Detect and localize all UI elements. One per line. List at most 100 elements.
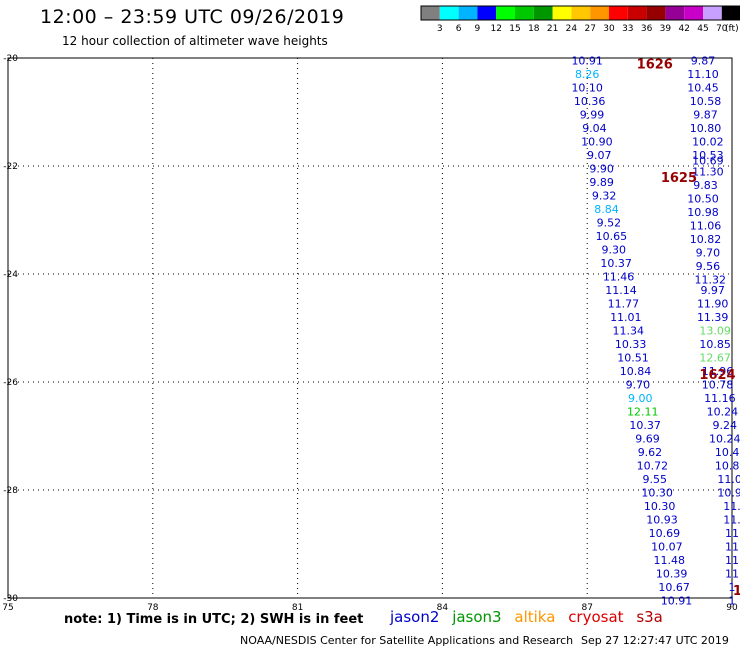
wave-height-point: 11	[725, 554, 739, 567]
wave-height-point: 10.33	[615, 338, 647, 351]
colorbar-swatch	[552, 6, 572, 20]
y-tick-label: -20	[3, 54, 18, 64]
wave-height-point: 10.8	[715, 460, 740, 473]
wave-height-point: 12.11	[627, 406, 659, 419]
wave-height-point: 10.24	[707, 406, 739, 419]
wave-height-point: 10.45	[687, 82, 719, 95]
wave-height-point: 8.84	[594, 203, 619, 216]
colorbar-swatch	[477, 6, 497, 20]
colorbar-label: 3	[437, 24, 443, 34]
wave-height-point: 11.30	[692, 165, 724, 178]
wave-height-point: 10.51	[617, 352, 649, 365]
wave-height-point: 8.26	[575, 68, 600, 81]
wave-height-point: 11.39	[697, 311, 729, 324]
legend-jason2: jason2	[390, 608, 440, 626]
wave-height-point: 11.46	[603, 271, 635, 284]
colorbar-label: 30	[603, 24, 615, 34]
colorbar-swatch	[496, 6, 515, 20]
wave-height-point: 10.82	[690, 233, 722, 246]
wave-height-point: 9.24	[713, 419, 738, 432]
wave-height-point: 11.34	[612, 325, 644, 338]
wave-height-point: 10.85	[699, 338, 731, 351]
credit-text: NOAA/NESDIS Center for Satellite Applica…	[240, 634, 574, 647]
timestamp: Sep 27 12:27:47 UTC 2019	[581, 634, 729, 647]
x-tick-label: 78	[147, 603, 159, 613]
wave-height-point: 9.87	[691, 55, 716, 68]
wave-height-point: 11.90	[697, 298, 729, 311]
wave-height-point: 10.37	[600, 257, 632, 270]
wave-height-point: 9.70	[626, 379, 651, 392]
satellite-legend: jason2 jason3 altika cryosat s3a	[390, 608, 671, 626]
wave-height-point: 9.89	[589, 176, 614, 189]
wave-height-point: 10.91	[661, 595, 693, 608]
colorbar-swatch	[703, 6, 722, 20]
wave-height-point: 9.83	[693, 179, 718, 192]
wave-height-point: 11	[725, 527, 739, 540]
wave-height-point: 1	[729, 581, 736, 594]
wave-height-point: 9.69	[635, 433, 660, 446]
wave-height-point: 10.90	[581, 136, 613, 149]
wave-height-point: 10.72	[637, 460, 669, 473]
colorbar-label: 42	[678, 24, 689, 34]
colorbar-swatch	[533, 6, 553, 20]
wave-height-point: 11.16	[704, 392, 736, 405]
wave-height-point: 10.80	[690, 122, 722, 135]
wave-height-point: 9.32	[592, 190, 617, 203]
legend-cryosat: cryosat	[568, 608, 624, 626]
wave-height-point: 10.65	[596, 230, 628, 243]
chart-subtitle: 12 hour collection of altimeter wave hei…	[62, 34, 328, 48]
wave-height-point: 11.10	[687, 68, 719, 81]
wave-height-point: 10.9	[717, 487, 740, 500]
wave-height-point: 9.04	[582, 122, 607, 135]
wave-height-point: 9.62	[638, 446, 663, 459]
x-tick-label: 87	[581, 603, 592, 613]
plot-frame	[7, 57, 733, 599]
wave-height-point: 10.10	[571, 82, 603, 95]
wave-height-point: 9.90	[589, 163, 614, 176]
colorbar-label: 12	[490, 24, 501, 34]
wave-height-point: 11.01	[610, 311, 642, 324]
colorbar-swatch	[458, 6, 478, 20]
wave-height-point: 10.67	[658, 581, 690, 594]
wave-height-point: 9.97	[700, 284, 725, 297]
colorbar-label: 18	[528, 24, 540, 34]
colorbar-label: 45	[697, 24, 708, 34]
colorbar-label: 21	[547, 24, 558, 34]
colorbar-swatch	[721, 6, 740, 20]
colorbar-swatch	[665, 6, 685, 20]
wave-height-point: 13.09	[699, 325, 731, 338]
pass-time-label: 1624	[699, 368, 735, 383]
colorbar-swatch	[515, 6, 534, 20]
colorbar-label: 27	[584, 24, 595, 34]
wave-height-point: 9.30	[601, 244, 626, 257]
colorbar-label: 24	[566, 24, 578, 34]
y-tick-label: -24	[3, 270, 18, 280]
wave-height-point: 11	[725, 568, 739, 581]
wave-height-point: 11.0	[717, 473, 740, 486]
footer-note: note: 1) Time is in UTC; 2) SWH is in fe…	[64, 612, 364, 627]
colorbar-swatch	[590, 6, 609, 20]
wave-height-point: 10.37	[629, 419, 661, 432]
colorbar-unit: (ft)	[725, 24, 739, 34]
wave-height-point: 9.00	[628, 392, 653, 405]
wave-height-point: 11.77	[608, 298, 640, 311]
pass-time-label: 1625	[661, 171, 697, 186]
y-tick-label: -28	[3, 486, 18, 496]
colorbar-swatch	[571, 6, 591, 20]
wave-height-point: 9.52	[597, 217, 622, 230]
wave-height-point: 10.36	[574, 95, 606, 108]
wave-height-point: 1	[729, 595, 736, 608]
wave-height-point: 10.93	[646, 514, 678, 527]
pass-time-label: 162	[733, 584, 740, 599]
wave-height-point: 11	[725, 541, 739, 554]
wave-height-point: 11.14	[605, 284, 637, 297]
colorbar-swatch	[421, 6, 440, 20]
wave-height-point: 10.4	[715, 446, 740, 459]
legend-altika: altika	[514, 608, 556, 626]
colorbar-label: 39	[660, 24, 672, 34]
colorbar-swatch	[646, 6, 666, 20]
wave-height-point: 10.50	[687, 192, 719, 205]
wave-height-point: 11.32	[695, 273, 727, 286]
legend-jason3: jason3	[452, 608, 502, 626]
